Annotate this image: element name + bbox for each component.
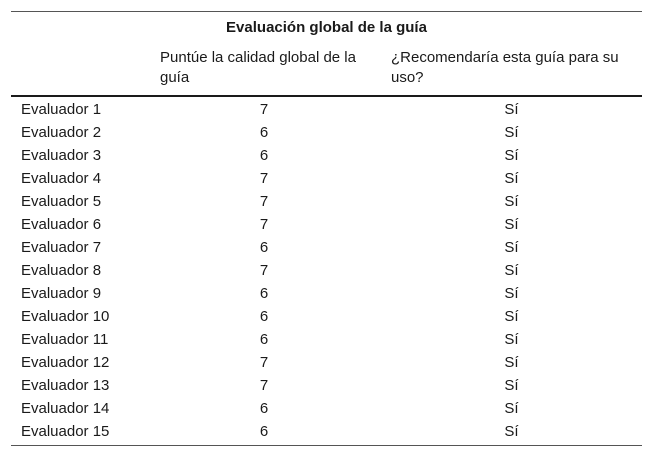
quality-score: 7: [259, 262, 269, 279]
recommendation: Sí: [504, 354, 519, 371]
table-row: Evaluador 2 6 Sí: [11, 121, 642, 144]
evaluator-name: Evaluador 8: [21, 262, 102, 279]
table-header-rule: [11, 95, 642, 97]
recommendation: Sí: [504, 331, 519, 348]
evaluator-name: Evaluador 4: [21, 170, 102, 187]
recommendation: Sí: [504, 262, 519, 279]
table-row: Evaluador 13 7 Sí: [11, 374, 642, 397]
table-row: Evaluador 7 6 Sí: [11, 236, 642, 259]
quality-score: 6: [259, 423, 269, 440]
recommendation: Sí: [504, 400, 519, 417]
quality-score: 6: [259, 285, 269, 302]
table-row: Evaluador 8 7 Sí: [11, 259, 642, 282]
quality-score: 6: [259, 400, 269, 417]
evaluator-name: Evaluador 11: [21, 331, 109, 348]
evaluator-name: Evaluador 9: [21, 285, 102, 302]
recommendation: Sí: [504, 239, 519, 256]
table-row: Evaluador 1 7 Sí: [11, 98, 642, 121]
table-body: Evaluador 1 7 Sí Evaluador 2 6 Sí Evaluador 3 6…: [11, 97, 642, 445]
table-row: Evaluador 12 7 Sí: [11, 351, 642, 374]
quality-score: 7: [259, 193, 269, 210]
evaluator-name: Evaluador 5: [21, 193, 102, 210]
evaluator-name: Evaluador 6: [21, 216, 102, 233]
evaluation-table: Evaluación global de la guía Puntúe la c…: [11, 11, 642, 446]
quality-score: 6: [259, 308, 269, 325]
table-row: Evaluador 4 7 Sí: [11, 167, 642, 190]
evaluator-name: Evaluador 13: [21, 377, 110, 394]
quality-score: 6: [259, 147, 269, 164]
quality-score: 7: [259, 377, 269, 394]
table-row: Evaluador 14 6 Sí: [11, 397, 642, 420]
recommendation: Sí: [504, 285, 519, 302]
recommendation: Sí: [504, 377, 519, 394]
header-label-cell: [11, 44, 150, 95]
evaluator-name: Evaluador 7: [21, 239, 102, 256]
evaluator-name: Evaluador 1: [21, 101, 102, 118]
table-row: Evaluador 11 6 Sí: [11, 328, 642, 351]
recommendation: Sí: [504, 423, 519, 440]
quality-score: 7: [259, 354, 269, 371]
table-header-row: Puntúe la calidad global de la guía ¿Rec…: [11, 44, 642, 95]
quality-score: 6: [259, 331, 269, 348]
header-score: Puntúe la calidad global de la guía: [160, 49, 356, 86]
recommendation: Sí: [504, 124, 519, 141]
table-row: Evaluador 9 6 Sí: [11, 282, 642, 305]
recommendation: Sí: [504, 147, 519, 164]
header-recommend: ¿Recomendaría esta guía para su uso?: [391, 49, 619, 86]
table-title: Evaluación global de la guía: [226, 19, 427, 36]
evaluator-name: Evaluador 2: [21, 124, 102, 141]
recommendation: Sí: [504, 193, 519, 210]
table-top-rule: [11, 11, 642, 12]
evaluator-name: Evaluador 15: [21, 423, 110, 440]
table-row: Evaluador 10 6 Sí: [11, 305, 642, 328]
recommendation: Sí: [504, 216, 519, 233]
table-row: Evaluador 15 6 Sí: [11, 420, 642, 443]
quality-score: 7: [259, 216, 269, 233]
recommendation: Sí: [504, 170, 519, 187]
quality-score: 6: [259, 239, 269, 256]
quality-score: 7: [259, 101, 269, 118]
evaluator-name: Evaluador 14: [21, 400, 110, 417]
evaluator-name: Evaluador 10: [21, 308, 110, 325]
table-row: Evaluador 5 7 Sí: [11, 190, 642, 213]
recommendation: Sí: [504, 308, 519, 325]
table-bottom-rule: [11, 445, 642, 446]
evaluator-name: Evaluador 12: [21, 354, 110, 371]
evaluator-name: Evaluador 3: [21, 147, 102, 164]
table-row: Evaluador 3 6 Sí: [11, 144, 642, 167]
recommendation: Sí: [504, 101, 519, 118]
table-row: Evaluador 6 7 Sí: [11, 213, 642, 236]
quality-score: 7: [259, 170, 269, 187]
quality-score: 6: [259, 124, 269, 141]
